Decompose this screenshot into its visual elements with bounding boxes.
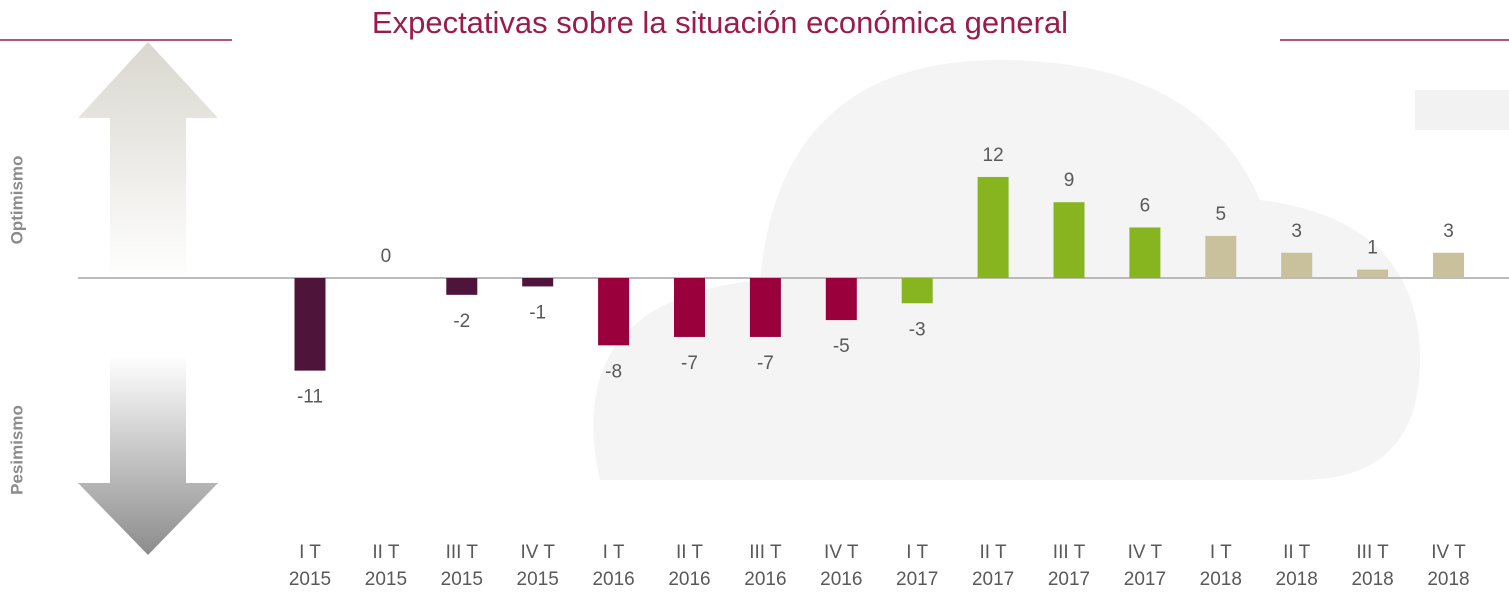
bar <box>295 278 326 371</box>
bar <box>1054 202 1085 278</box>
bar <box>446 278 477 295</box>
bar <box>522 278 553 286</box>
decor <box>1415 90 1509 130</box>
x-tick-label: I T <box>603 542 625 563</box>
bar <box>1129 227 1160 278</box>
top-label: Optimismo <box>7 156 26 245</box>
x-tick-label: I T <box>1210 542 1232 563</box>
x-tick-label: 2017 <box>1048 569 1090 590</box>
x-tick-label: I T <box>299 542 321 563</box>
x-tick-label: IV T <box>520 542 555 563</box>
value-label: -8 <box>605 361 622 382</box>
x-tick-label: 2016 <box>744 569 786 590</box>
value-label: -2 <box>453 311 470 332</box>
value-label: 12 <box>983 145 1004 166</box>
value-label: -7 <box>757 353 774 374</box>
x-tick-label: II T <box>372 542 399 563</box>
x-tick-label: III T <box>1053 542 1086 563</box>
value-label: 0 <box>381 246 392 267</box>
x-tick-label: III T <box>1356 542 1389 563</box>
x-tick-label: 2016 <box>820 569 862 590</box>
bar <box>1433 253 1464 278</box>
x-tick-label: 2018 <box>1200 569 1242 590</box>
x-tick-label: II T <box>676 542 703 563</box>
bar <box>826 278 857 320</box>
value-label: 3 <box>1443 221 1454 242</box>
x-tick-label: 2015 <box>365 569 407 590</box>
value-label: 1 <box>1367 238 1378 259</box>
x-tick-label: 2017 <box>896 569 938 590</box>
up-arrow <box>78 42 218 280</box>
x-tick-label: IV T <box>824 542 859 563</box>
x-tick-label: 2015 <box>289 569 331 590</box>
chart-title: Expectativas sobre la situación económic… <box>372 5 1068 40</box>
chart: Expectativas sobre la situación económic… <box>0 0 1509 595</box>
bar <box>750 278 781 337</box>
bottom-label: Pesimismo <box>7 405 26 495</box>
bar <box>1205 236 1236 278</box>
bar <box>1281 253 1312 278</box>
value-label: -3 <box>909 319 926 340</box>
value-label: 6 <box>1140 195 1151 216</box>
x-tick-label: IV T <box>1431 542 1466 563</box>
x-tick-label: 2018 <box>1427 569 1469 590</box>
x-tick-label: 2017 <box>972 569 1014 590</box>
value-label: -7 <box>681 353 698 374</box>
x-tick-label: III T <box>749 542 782 563</box>
x-tick-label: 2018 <box>1351 569 1393 590</box>
bar <box>978 177 1009 278</box>
x-tick-label: II T <box>980 542 1007 563</box>
value-label: -1 <box>529 302 546 323</box>
value-label: 5 <box>1216 204 1227 225</box>
x-tick-label: IV T <box>1128 542 1163 563</box>
x-tick-label: 2015 <box>517 569 559 590</box>
value-label: -11 <box>297 387 323 408</box>
value-label: 3 <box>1291 221 1302 242</box>
x-tick-label: 2017 <box>1124 569 1166 590</box>
bar <box>1357 270 1388 278</box>
bar <box>598 278 629 345</box>
x-tick-label: I T <box>906 542 928 563</box>
x-tick-label: 2016 <box>668 569 710 590</box>
x-tick-label: 2018 <box>1276 569 1318 590</box>
bar <box>674 278 705 337</box>
x-tick-label: II T <box>1283 542 1310 563</box>
down-arrow <box>78 355 218 555</box>
value-label: 9 <box>1064 170 1075 191</box>
x-tick-label: III T <box>446 542 479 563</box>
bar <box>902 278 933 303</box>
value-label: -5 <box>833 336 850 357</box>
x-tick-label: 2015 <box>441 569 483 590</box>
x-tick-label: 2016 <box>592 569 634 590</box>
